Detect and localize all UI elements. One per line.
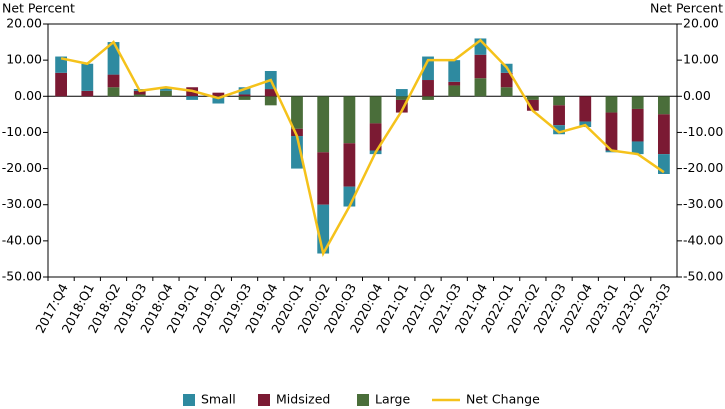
bar-segment: [395, 99, 408, 113]
bar-segment: [422, 80, 434, 97]
bar-segment: [369, 96, 382, 124]
bar-segment: [474, 38, 487, 55]
bar-segment: [448, 85, 461, 97]
y-tick-label: -50.00: [2, 269, 42, 284]
bar-segment: [395, 96, 408, 100]
y-axis-label: Net Percent: [2, 1, 75, 16]
y2-tick-label: -50.00: [683, 269, 723, 284]
bar-segment: [317, 204, 330, 254]
legend-label: Large: [375, 392, 410, 407]
bar-segment: [631, 141, 644, 155]
bar-segment: [631, 108, 644, 142]
bar-segment: [291, 96, 303, 129]
bar-segment: [422, 96, 434, 100]
bar-segment: [631, 96, 644, 109]
bar-segment: [657, 114, 670, 155]
bar-segment: [343, 143, 356, 187]
bar-segment: [81, 63, 94, 91]
bar-segment: [317, 152, 330, 205]
bar-segment: [133, 90, 146, 95]
y2-tick-label: 10.00: [683, 52, 719, 67]
legend-label: Small: [201, 392, 236, 407]
bar-segment: [553, 125, 565, 135]
bar-segment: [107, 42, 120, 75]
bar-segment: [500, 87, 513, 97]
bar-segment: [343, 96, 356, 144]
legend-label: Net Change: [466, 392, 540, 407]
bar-segment: [186, 96, 199, 100]
bar-segment: [160, 87, 172, 91]
bar-segment: [395, 89, 408, 97]
bar-segment: [212, 92, 225, 97]
y2-tick-label: -10.00: [683, 124, 723, 139]
bar-segment: [553, 105, 565, 126]
bar-segment: [422, 56, 434, 81]
bar-segment: [238, 94, 251, 97]
bar-segment: [526, 96, 539, 100]
bar-segment: [291, 128, 303, 137]
bar-segment: [55, 56, 68, 73]
bar-segment: [291, 136, 303, 169]
legend-label: Midsized: [276, 392, 330, 407]
y-tick-label: -20.00: [2, 160, 42, 175]
bar-segment: [579, 96, 592, 122]
y2-tick-label: -20.00: [683, 160, 723, 175]
legend-swatch: [357, 394, 369, 406]
y2-tick-label: -40.00: [683, 232, 723, 247]
y2-tick-label: 20.00: [683, 16, 719, 31]
bar-segment: [474, 54, 487, 79]
bar-segment: [107, 74, 120, 88]
bar-segment: [474, 78, 487, 97]
legend-swatch: [183, 394, 195, 406]
bar-segment: [657, 154, 670, 174]
bar-segment: [81, 90, 94, 97]
bar-segment: [605, 96, 618, 113]
bar-segment: [657, 96, 670, 115]
y2-tick-label: -30.00: [683, 196, 723, 211]
y-tick-label: -30.00: [2, 196, 42, 211]
bar-segment: [343, 186, 356, 207]
bar-segment: [238, 96, 251, 100]
y2-tick-label: 0.00: [683, 88, 711, 103]
bar-segment: [605, 112, 618, 151]
legend-swatch: [258, 394, 270, 406]
bar-segment: [238, 87, 251, 95]
bar-segment: [55, 72, 68, 97]
y-tick-label: 20.00: [6, 16, 42, 31]
bar-segment: [448, 60, 461, 82]
y-tick-label: -10.00: [2, 124, 42, 139]
bar-segment: [133, 94, 146, 97]
bar-segment: [526, 99, 539, 111]
y2-axis-label: Net Percent: [650, 1, 723, 16]
plot-frame: [47, 23, 678, 278]
bar-segment: [160, 90, 172, 97]
bar-segment: [369, 123, 382, 151]
y-tick-label: 10.00: [6, 52, 42, 67]
bar-segment: [264, 89, 277, 97]
bar-segment: [264, 96, 277, 106]
bar-segment: [212, 98, 225, 104]
bar-segment: [500, 72, 513, 88]
net-line: [60, 38, 665, 257]
bar-segment: [107, 87, 120, 97]
bar-segment: [317, 96, 330, 153]
bar-segment: [553, 96, 565, 106]
y-tick-label: 0.00: [14, 88, 42, 103]
y-tick-label: -40.00: [2, 232, 42, 247]
bar-segment: [448, 81, 461, 86]
